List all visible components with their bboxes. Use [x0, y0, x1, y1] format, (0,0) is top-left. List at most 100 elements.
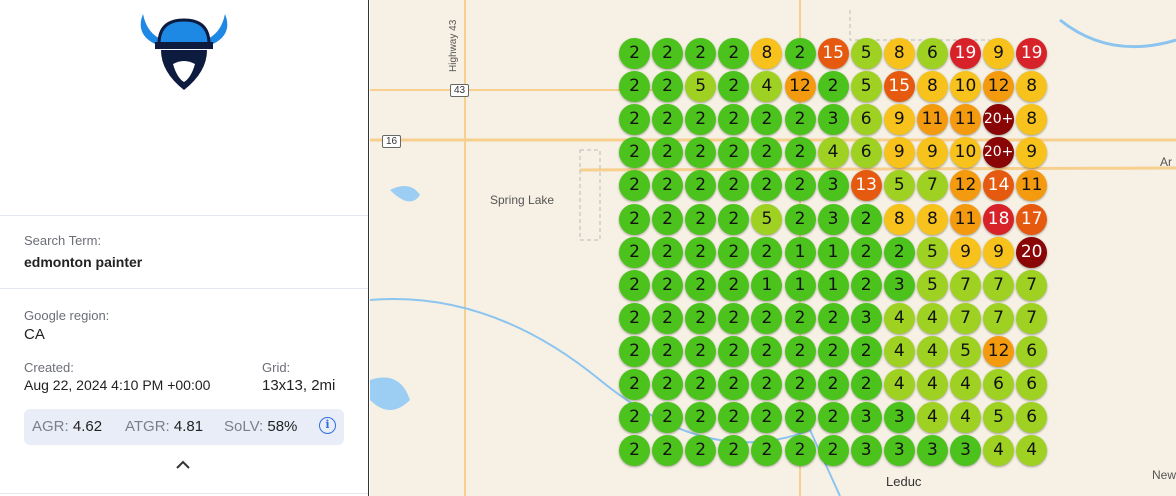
rank-pin[interactable]: 3: [817, 104, 849, 136]
rank-pin[interactable]: 2: [652, 369, 684, 400]
rank-pin[interactable]: 3: [817, 203, 849, 235]
rank-pin[interactable]: 10: [950, 71, 981, 103]
rank-pin[interactable]: 2: [784, 435, 816, 467]
rank-pin[interactable]: 11: [950, 203, 981, 235]
rank-pin[interactable]: 4: [883, 369, 915, 400]
rank-pin[interactable]: 4: [916, 335, 948, 367]
rank-pin[interactable]: 1: [817, 269, 849, 301]
rank-pin[interactable]: 2: [652, 402, 684, 434]
rank-pin[interactable]: 11: [916, 104, 948, 136]
rank-pin[interactable]: 2: [718, 335, 750, 367]
rank-pin[interactable]: 3: [950, 435, 981, 467]
rank-pin[interactable]: 9: [883, 104, 915, 136]
rank-pin[interactable]: 4: [751, 71, 783, 103]
rank-pin[interactable]: 4: [950, 402, 981, 434]
rank-pin[interactable]: 9: [983, 38, 1015, 69]
rank-pin[interactable]: 11: [1016, 170, 1048, 202]
rank-pin[interactable]: 2: [652, 104, 684, 136]
rank-pin[interactable]: 20+: [983, 137, 1015, 169]
rank-pin[interactable]: 2: [685, 104, 717, 136]
rank-pin[interactable]: 3: [883, 269, 915, 301]
rank-pin[interactable]: 2: [784, 38, 816, 69]
rank-pin[interactable]: 2: [751, 369, 783, 400]
rank-pin[interactable]: 2: [685, 137, 717, 169]
rank-pin[interactable]: 6: [916, 38, 948, 69]
rank-pin[interactable]: 8: [1016, 71, 1048, 103]
rank-pin[interactable]: 5: [751, 203, 783, 235]
rank-pin[interactable]: 6: [1016, 402, 1048, 434]
rank-pin[interactable]: 2: [652, 71, 684, 103]
chevron-up-icon[interactable]: [176, 460, 190, 470]
rank-pin[interactable]: 2: [718, 269, 750, 301]
rank-pin[interactable]: 9: [883, 137, 915, 169]
rank-pin[interactable]: 2: [751, 104, 783, 136]
rank-pin[interactable]: 1: [817, 236, 849, 268]
rank-pin[interactable]: 20+: [983, 104, 1015, 136]
rank-pin[interactable]: 1: [784, 269, 816, 301]
rank-pin[interactable]: 2: [751, 236, 783, 268]
rank-pin[interactable]: 2: [652, 269, 684, 301]
rank-pin[interactable]: 2: [883, 236, 915, 268]
rank-pin[interactable]: 2: [751, 402, 783, 434]
rank-pin[interactable]: 4: [983, 435, 1015, 467]
rank-pin[interactable]: 2: [685, 435, 717, 467]
rank-pin[interactable]: 5: [685, 71, 717, 103]
rank-pin[interactable]: 13: [850, 170, 882, 202]
rank-pin[interactable]: 2: [652, 335, 684, 367]
rank-pin[interactable]: 4: [1016, 435, 1048, 467]
rank-pin[interactable]: 9: [1016, 137, 1048, 169]
rank-pin[interactable]: 9: [950, 236, 981, 268]
rank-pin[interactable]: 2: [685, 236, 717, 268]
rank-pin[interactable]: 2: [619, 335, 650, 367]
rank-pin[interactable]: 2: [619, 369, 650, 400]
rank-pin[interactable]: 20: [1016, 236, 1048, 268]
rank-pin[interactable]: 2: [817, 302, 849, 334]
rank-pin[interactable]: 15: [817, 38, 849, 69]
rank-pin[interactable]: 5: [883, 170, 915, 202]
rank-pin[interactable]: 2: [784, 137, 816, 169]
rank-pin[interactable]: 19: [1016, 38, 1048, 69]
rank-pin[interactable]: 2: [619, 137, 650, 169]
rank-pin[interactable]: 2: [751, 170, 783, 202]
rank-pin[interactable]: 2: [817, 71, 849, 103]
rank-pin[interactable]: 6: [983, 369, 1015, 400]
rank-pin[interactable]: 5: [983, 402, 1015, 434]
rank-pin[interactable]: 2: [718, 137, 750, 169]
rank-pin[interactable]: 2: [751, 302, 783, 334]
rank-pin[interactable]: 2: [685, 369, 717, 400]
rank-pin[interactable]: 2: [619, 203, 650, 235]
rank-pin[interactable]: 14: [983, 170, 1015, 202]
rank-pin[interactable]: 7: [983, 302, 1015, 334]
map[interactable]: Highway 43 43 16 Spring Lake Leduc Ar Ne…: [370, 0, 1176, 496]
rank-pin[interactable]: 6: [1016, 369, 1048, 400]
rank-pin[interactable]: 12: [950, 170, 981, 202]
rank-pin[interactable]: 2: [718, 302, 750, 334]
rank-pin[interactable]: 2: [718, 38, 750, 69]
rank-pin[interactable]: 4: [950, 369, 981, 400]
rank-pin[interactable]: 15: [883, 71, 915, 103]
rank-pin[interactable]: 2: [817, 402, 849, 434]
rank-pin[interactable]: 4: [916, 302, 948, 334]
rank-pin[interactable]: 2: [619, 236, 650, 268]
rank-pin[interactable]: 2: [817, 369, 849, 400]
rank-pin[interactable]: 8: [883, 203, 915, 235]
rank-pin[interactable]: 2: [685, 38, 717, 69]
rank-pin[interactable]: 5: [850, 71, 882, 103]
rank-pin[interactable]: 3: [916, 435, 948, 467]
rank-pin[interactable]: 3: [883, 435, 915, 467]
rank-pin[interactable]: 7: [983, 269, 1015, 301]
rank-pin[interactable]: 2: [685, 170, 717, 202]
rank-pin[interactable]: 4: [817, 137, 849, 169]
rank-pin[interactable]: 8: [751, 38, 783, 69]
rank-pin[interactable]: 3: [850, 435, 882, 467]
rank-pin[interactable]: 2: [718, 71, 750, 103]
rank-pin[interactable]: 6: [850, 104, 882, 136]
rank-pin[interactable]: 2: [652, 203, 684, 235]
rank-pin[interactable]: 2: [685, 335, 717, 367]
rank-pin[interactable]: 2: [784, 402, 816, 434]
rank-pin[interactable]: 2: [718, 402, 750, 434]
rank-pin[interactable]: 2: [685, 402, 717, 434]
rank-pin[interactable]: 2: [652, 137, 684, 169]
rank-pin[interactable]: 2: [751, 335, 783, 367]
rank-pin[interactable]: 6: [850, 137, 882, 169]
